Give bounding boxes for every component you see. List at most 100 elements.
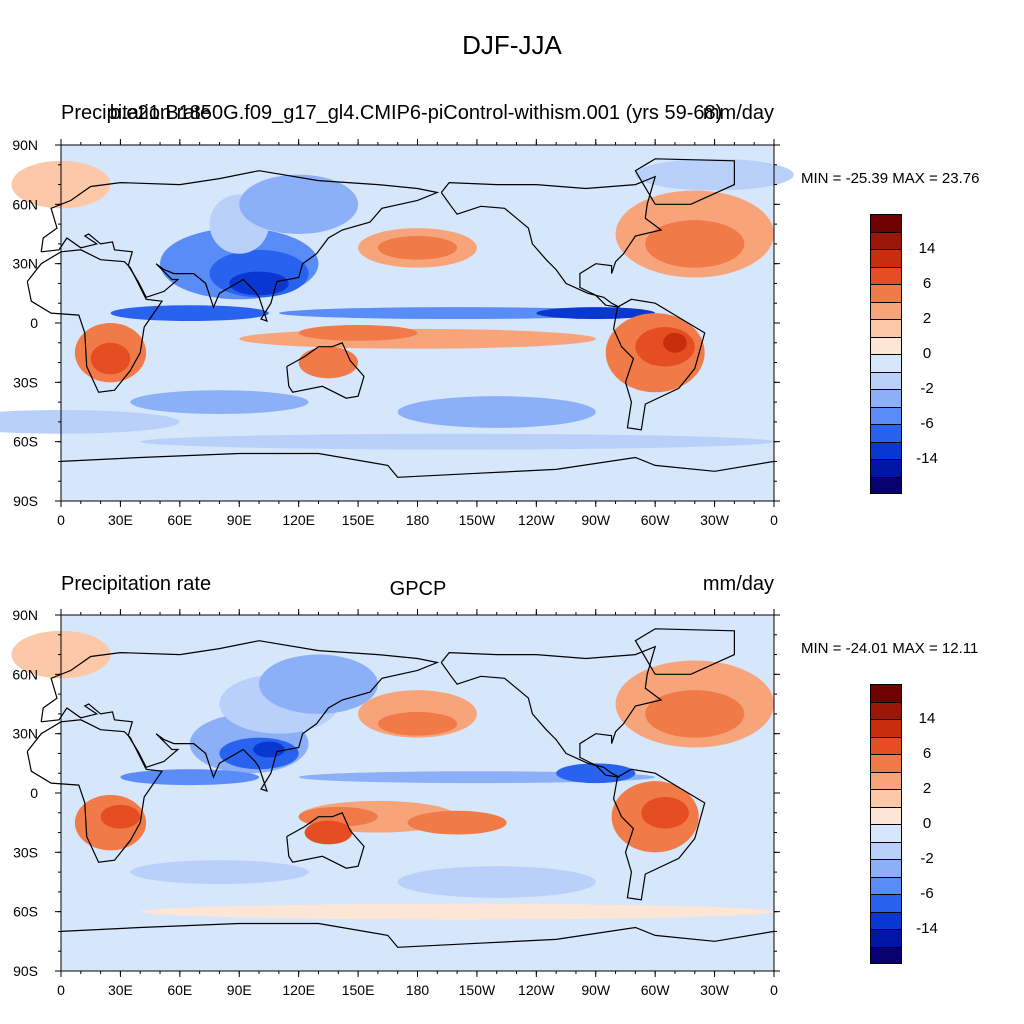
colorbar-tick-label: 2 <box>922 780 932 797</box>
lon-label: 90E <box>227 982 252 998</box>
colorbar-box <box>870 284 902 302</box>
colorbar-box <box>870 946 902 964</box>
lon-label: 150E <box>342 512 375 528</box>
coastline <box>634 158 735 205</box>
colorbar-box <box>870 301 902 319</box>
colorbar-box <box>870 841 902 859</box>
coastline <box>612 768 706 901</box>
field-contour <box>663 332 687 353</box>
panel1-left-title: Precipitation rate <box>61 102 212 124</box>
colorbar-box <box>870 231 902 249</box>
field-contour <box>130 390 309 414</box>
lon-label: 60W <box>641 982 671 998</box>
colorbar-tick-label: -2 <box>920 380 934 397</box>
coastline <box>286 342 365 399</box>
field-contour <box>298 346 359 379</box>
field-contour <box>397 396 596 428</box>
field-contour <box>645 690 745 738</box>
lon-label: 180 <box>406 512 430 528</box>
field-contour <box>377 711 458 736</box>
colorbar-box <box>870 771 902 789</box>
field-contour <box>120 769 260 786</box>
lat-label: 90S <box>13 493 38 509</box>
lon-label: 60W <box>641 512 671 528</box>
colorbar-box <box>870 406 902 424</box>
field-contour <box>239 174 359 234</box>
lon-label: 90E <box>227 512 252 528</box>
panel2-center-title: GPCP <box>389 578 447 600</box>
colorbar-box <box>870 894 902 912</box>
field-contour <box>229 271 289 296</box>
lat-label: 30S <box>13 374 38 390</box>
lon-label: 180 <box>406 982 430 998</box>
lat-label: 0 <box>30 315 38 331</box>
lon-label: 150E <box>342 982 375 998</box>
field-contour <box>298 324 418 341</box>
field-contour <box>556 763 636 784</box>
colorbar-box <box>870 459 902 477</box>
panel2-minmax: MIN = -24.01 MAX = 12.11 <box>801 640 979 657</box>
coastline <box>612 298 706 431</box>
coastline <box>40 170 440 322</box>
colorbar-tick-label: 14 <box>918 710 936 727</box>
colorbar-box <box>870 319 902 337</box>
colorbar-tick-label: 0 <box>922 345 932 362</box>
field-contour <box>397 866 596 898</box>
field-contour <box>645 220 745 268</box>
colorbar-tick-label: -14 <box>916 920 938 937</box>
lon-label: 120E <box>282 982 315 998</box>
colorbar-box <box>870 354 902 372</box>
panel2-colorbar <box>870 684 902 964</box>
colorbar-box <box>870 789 902 807</box>
colorbar-box <box>870 911 902 929</box>
field-contour <box>110 305 269 322</box>
lon-label: 120W <box>518 512 555 528</box>
lon-label: 30E <box>108 512 133 528</box>
panel2-left-title: Precipitation rate <box>61 573 212 595</box>
lat-label: 60N <box>12 196 38 212</box>
field-contour <box>641 796 689 829</box>
colorbar-box <box>870 701 902 719</box>
panel1-colorbar <box>870 214 902 494</box>
lat-label: 90S <box>13 963 38 979</box>
lon-label: 0 <box>57 512 65 528</box>
coastline <box>440 175 663 308</box>
field-contour <box>140 903 774 920</box>
field-contour <box>635 158 794 191</box>
lat-label: 30N <box>12 726 38 742</box>
field-contour <box>100 804 141 829</box>
colorbar-box <box>870 859 902 877</box>
lat-label: 30S <box>13 844 38 860</box>
lat-label: 60S <box>13 904 38 920</box>
field-contour <box>298 806 378 827</box>
colorbar-box <box>870 476 902 494</box>
field-contour <box>130 860 309 884</box>
lon-label: 30E <box>108 982 133 998</box>
coastline <box>634 628 735 675</box>
lon-label: 150W <box>459 512 496 528</box>
colorbar-tick-label: -6 <box>920 885 934 902</box>
figure-title: DJF-JJA <box>462 30 562 60</box>
lon-label: 30W <box>700 512 730 528</box>
lon-label: 90W <box>581 512 611 528</box>
lon-label: 150W <box>459 982 496 998</box>
colorbar-box <box>870 214 902 232</box>
lon-label: 60E <box>167 982 192 998</box>
colorbar-box <box>870 441 902 459</box>
colorbar-tick-label: 0 <box>922 815 932 832</box>
lat-label: 30N <box>12 256 38 272</box>
field-contour <box>253 741 285 758</box>
colorbar-box <box>870 754 902 772</box>
panel2-right-title: mm/day <box>702 573 774 595</box>
colorbar-tick-label: -2 <box>920 850 934 867</box>
colorbar-box <box>870 929 902 947</box>
field-contour <box>407 810 507 835</box>
colorbar-tick-label: 2 <box>922 310 932 327</box>
lon-label: 120E <box>282 512 315 528</box>
panel1-right-title: mm/day <box>702 102 774 124</box>
lon-label: 0 <box>57 982 65 998</box>
colorbar-tick-label: 6 <box>922 275 932 292</box>
field-contour <box>0 410 180 434</box>
coastline <box>26 719 164 863</box>
colorbar-box <box>870 371 902 389</box>
